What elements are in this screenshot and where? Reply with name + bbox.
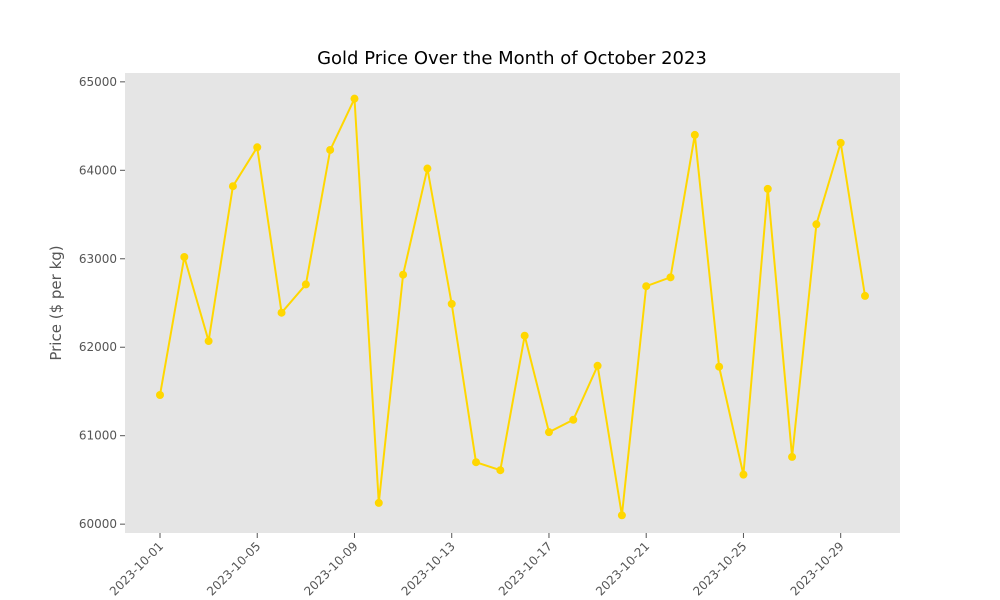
data-point bbox=[715, 362, 724, 371]
y-axis-label: Price ($ per kg) bbox=[47, 245, 65, 360]
series-line bbox=[159, 98, 866, 516]
data-point bbox=[642, 282, 651, 291]
data-point bbox=[399, 270, 408, 279]
x-tick-label: 2023-10-01 bbox=[107, 539, 166, 598]
data-point bbox=[423, 164, 432, 173]
data-point bbox=[447, 299, 456, 308]
x-tick-label: 2023-10-25 bbox=[690, 539, 749, 598]
data-point bbox=[617, 511, 626, 520]
data-point bbox=[788, 452, 797, 461]
data-point bbox=[326, 145, 335, 154]
y-tick-label: 63000 bbox=[79, 252, 117, 266]
plot-area bbox=[125, 73, 900, 533]
data-point bbox=[277, 308, 286, 317]
data-point bbox=[472, 458, 481, 467]
data-point bbox=[812, 220, 821, 229]
x-tick-label: 2023-10-17 bbox=[496, 539, 555, 598]
x-tick-label: 2023-10-05 bbox=[204, 539, 263, 598]
data-points bbox=[156, 94, 869, 520]
x-tick-label: 2023-10-13 bbox=[399, 539, 458, 598]
data-point bbox=[569, 415, 578, 424]
data-point bbox=[593, 361, 602, 370]
x-axis: 2023-10-01 2023-10-05 2023-10-09 2023-10-13… bbox=[107, 533, 847, 598]
x-tick-label: 2023-10-09 bbox=[301, 539, 360, 598]
data-point bbox=[374, 498, 383, 507]
x-tick-label: 2023-10-29 bbox=[788, 539, 847, 598]
y-tick-label: 60000 bbox=[79, 517, 117, 531]
y-tick-label: 65000 bbox=[79, 75, 117, 89]
chart-title: Gold Price Over the Month of October 202… bbox=[317, 48, 707, 69]
data-point bbox=[180, 253, 189, 261]
y-axis: 60000 61000 62000 63000 64000 65000 bbox=[79, 75, 125, 531]
data-point bbox=[253, 143, 262, 152]
data-point bbox=[204, 337, 213, 346]
data-point bbox=[301, 280, 310, 289]
data-point bbox=[520, 331, 529, 340]
y-tick-label: 61000 bbox=[79, 429, 117, 443]
data-point bbox=[496, 466, 505, 475]
data-point bbox=[690, 130, 699, 139]
x-tick-label: 2023-10-21 bbox=[593, 539, 652, 598]
data-point bbox=[861, 291, 869, 300]
data-point bbox=[156, 391, 164, 399]
y-tick-label: 62000 bbox=[79, 340, 117, 354]
data-point bbox=[350, 94, 359, 103]
data-point bbox=[836, 138, 845, 147]
data-point bbox=[763, 184, 772, 193]
data-point bbox=[228, 182, 237, 191]
data-point bbox=[666, 273, 675, 282]
data-point bbox=[739, 470, 748, 479]
y-tick-label: 64000 bbox=[79, 163, 117, 177]
data-point bbox=[544, 428, 553, 437]
